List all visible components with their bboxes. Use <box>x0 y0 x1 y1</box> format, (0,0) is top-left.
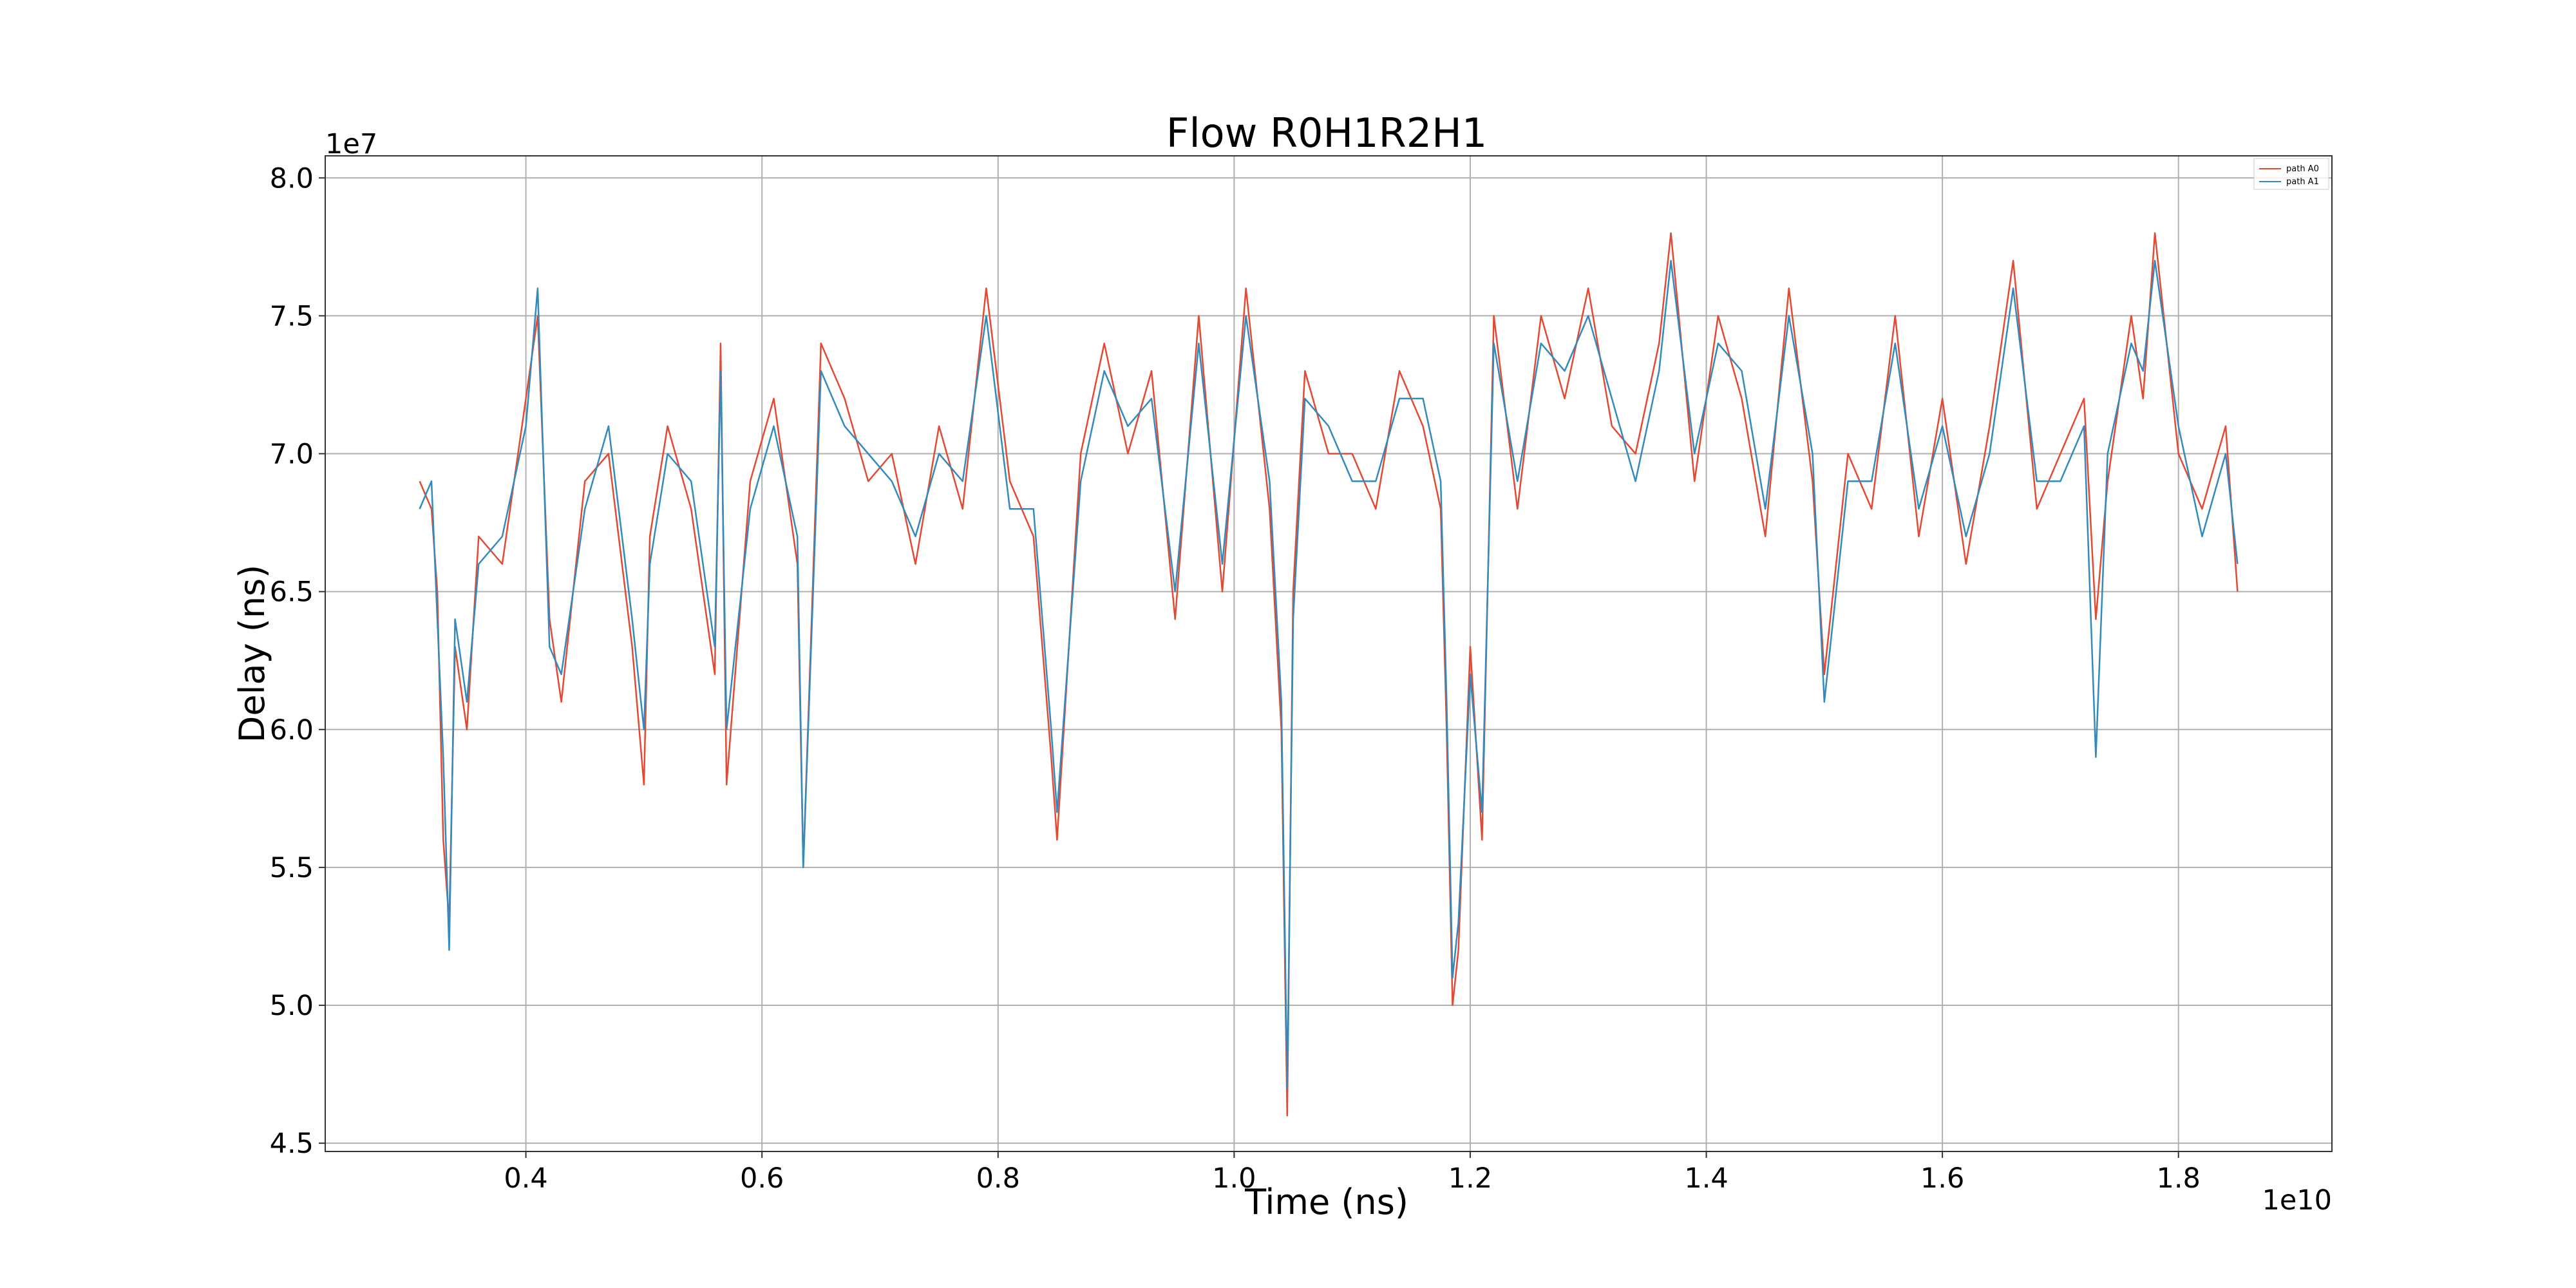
y-tick-label: 7.5 <box>270 300 314 332</box>
legend: path A0 path A1 <box>2253 158 2329 190</box>
y-tick-label: 8.0 <box>270 162 314 194</box>
y-axis-label: Delay (ns) <box>232 565 272 743</box>
x-axis-offset-label: 1e10 <box>2262 1184 2332 1217</box>
legend-label-path-a1: path A1 <box>2286 177 2319 187</box>
x-tick-label: 1.0 <box>1212 1162 1256 1195</box>
legend-box <box>2253 158 2329 190</box>
series-line-path-a1 <box>419 260 2239 1089</box>
x-tick-label: 1.2 <box>1448 1162 1492 1195</box>
y-axis-offset-label: 1e7 <box>325 128 377 160</box>
y-tick-label: 6.5 <box>270 576 314 609</box>
legend-label-path-a0: path A0 <box>2286 164 2319 174</box>
y-tick-label: 5.0 <box>270 990 314 1022</box>
series-line-path-a0 <box>419 232 2239 1117</box>
plot-area-frame <box>325 155 2333 1152</box>
x-tick-label: 0.4 <box>504 1162 547 1195</box>
x-tick-label: 1.4 <box>1684 1162 1728 1195</box>
x-tick-label: 1.8 <box>2157 1162 2201 1195</box>
x-axis-label: Time (ns) <box>1244 1182 1408 1222</box>
x-axis-ticks: 0.4 0.6 0.8 1.0 1.2 1.4 1.6 1.8 <box>504 1151 2201 1195</box>
chart-title: Flow R0H1R2H1 <box>1166 109 1487 156</box>
y-tick-label: 4.5 <box>270 1128 314 1160</box>
y-tick-label: 5.5 <box>270 852 314 884</box>
y-tick-label: 7.0 <box>270 439 314 471</box>
y-tick-label: 6.0 <box>270 714 314 746</box>
x-tick-label: 0.6 <box>740 1162 784 1195</box>
x-tick-label: 0.8 <box>976 1162 1020 1195</box>
plot-lines <box>419 232 2239 1117</box>
x-tick-label: 1.6 <box>1920 1162 1964 1195</box>
y-axis-ticks: 4.5 5.0 5.5 6.0 6.5 7.0 7.5 8.0 <box>270 162 325 1160</box>
